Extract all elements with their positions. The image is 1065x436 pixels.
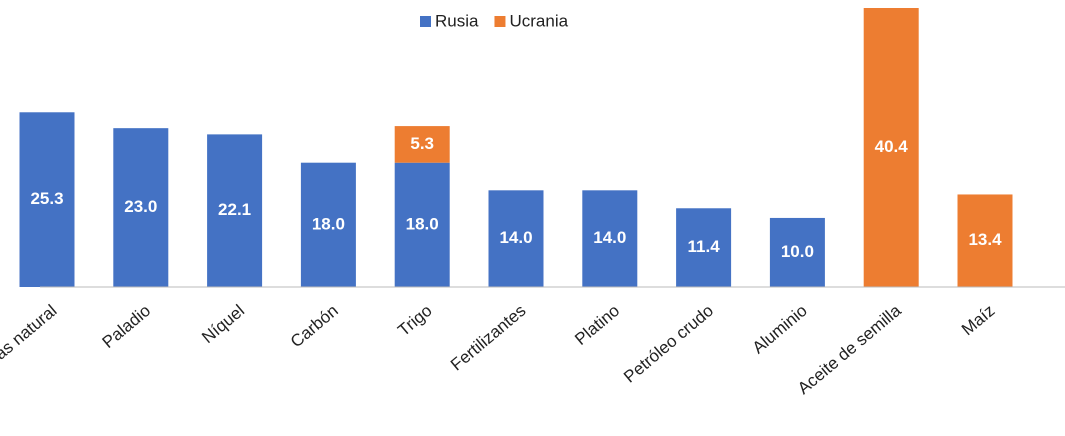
bar	[207, 134, 263, 287]
data-label: 14.0	[593, 228, 626, 247]
bar	[19, 112, 75, 288]
x-tick-label: Petróleo crudo	[620, 301, 717, 387]
legend-label: Ucrania	[509, 11, 568, 30]
data-label: 13.4	[968, 230, 1002, 249]
legend-swatch	[420, 16, 431, 27]
x-tick-label: Paladio	[99, 301, 155, 352]
x-tick-label: Aceite de semilla	[794, 301, 905, 399]
bar	[394, 162, 450, 287]
x-tick-label: Maíz	[958, 301, 998, 339]
x-tick-label: Fertilizantes	[447, 301, 529, 374]
bar	[769, 217, 825, 287]
legend-label: Rusia	[435, 11, 479, 30]
bar	[394, 126, 450, 163]
data-label: 14.0	[499, 228, 532, 247]
bar	[113, 128, 169, 287]
bar	[300, 162, 356, 287]
x-tick-label: Trigo	[394, 301, 435, 340]
data-label: 40.4	[875, 137, 909, 156]
bar	[863, 8, 919, 287]
data-label: 5.3	[410, 134, 434, 153]
bar	[488, 190, 544, 287]
data-label: 22.1	[218, 200, 251, 219]
x-tick-label: Platino	[571, 301, 623, 349]
bar	[676, 208, 732, 287]
data-label: 18.0	[406, 214, 439, 233]
bar	[582, 190, 638, 287]
x-tick-label: Níquel	[198, 301, 248, 347]
data-label: 25.3	[30, 189, 63, 208]
x-tick-label: Carbón	[287, 301, 342, 351]
data-label: 10.0	[781, 242, 814, 261]
data-label: 11.4	[688, 237, 721, 256]
bar	[957, 194, 1013, 287]
x-tick-label: Gas natural	[0, 301, 60, 372]
legend-swatch	[494, 16, 506, 27]
x-tick-label: Aluminio	[749, 301, 811, 357]
data-label: 23.0	[124, 197, 157, 216]
data-label: 18.0	[312, 214, 345, 233]
